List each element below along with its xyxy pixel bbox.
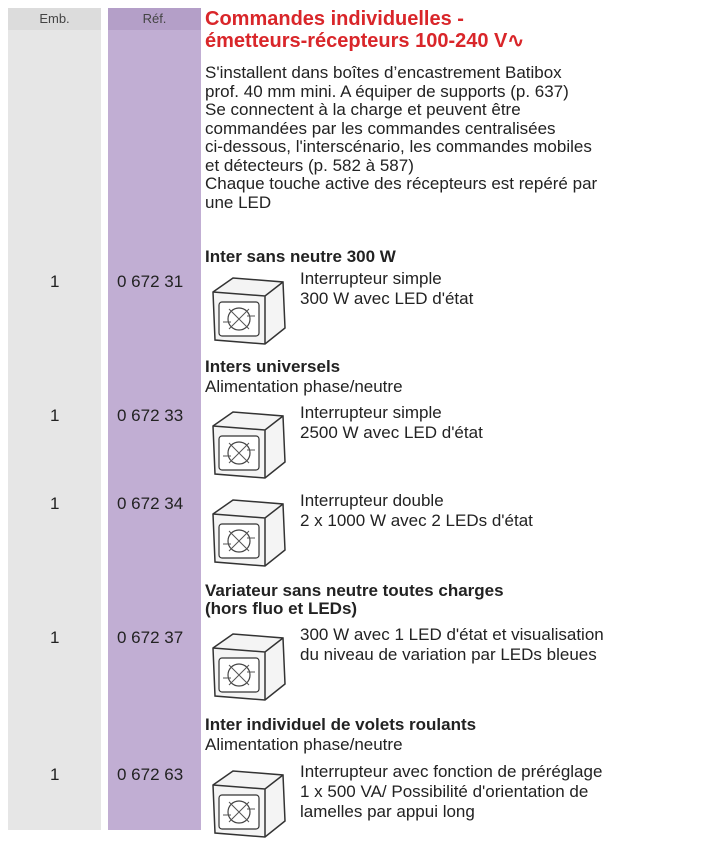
product-icon: [203, 494, 293, 572]
section-heading: Inter individuel de volets roulants: [205, 716, 476, 734]
description: lamelles par appui long: [300, 803, 475, 821]
product-icon: [203, 272, 293, 350]
description: 2500 W avec LED d'état: [300, 424, 483, 442]
description: Interrupteur simple: [300, 270, 442, 288]
title: Commandes individuelles -: [205, 8, 464, 30]
product-icon: [203, 765, 293, 843]
title: émetteurs-récepteurs 100-240 V∿: [205, 30, 524, 52]
description: 1 x 500 VA/ Possibilité d'orientation de: [300, 783, 588, 801]
emb: 1: [50, 407, 59, 425]
emb: 1: [50, 273, 59, 291]
ref: 0 672 33: [117, 407, 183, 425]
description: Interrupteur simple: [300, 404, 442, 422]
intro-line: prof. 40 mm mini. A équiper de supports …: [205, 83, 569, 101]
intro-line: Se connectent à la charge et peuvent êtr…: [205, 101, 521, 119]
description: Interrupteur double: [300, 492, 444, 510]
product-icon: [203, 406, 293, 484]
intro-line: et détecteurs (p. 582 à 587): [205, 157, 414, 175]
ref: 0 672 37: [117, 629, 183, 647]
description: 2 x 1000 W avec 2 LEDs d'état: [300, 512, 533, 530]
product-icon: [203, 628, 293, 706]
ref: 0 672 63: [117, 766, 183, 784]
description: Interrupteur avec fonction de préréglage: [300, 763, 602, 781]
intro-line: S'installent dans boîtes d’encastrement …: [205, 64, 562, 82]
intro-line: une LED: [205, 194, 271, 212]
emb: 1: [50, 766, 59, 784]
intro-line: ci-dessous, l'interscénario, les command…: [205, 138, 592, 156]
emb: 1: [50, 629, 59, 647]
emb: 1: [50, 495, 59, 513]
section-heading: (hors fluo et LEDs): [205, 600, 357, 618]
description: du niveau de variation par LEDs bleues: [300, 646, 597, 664]
section-heading: Variateur sans neutre toutes charges: [205, 582, 504, 600]
section-heading: Inters universels: [205, 358, 340, 376]
description: 300 W avec LED d'état: [300, 290, 473, 308]
intro-line: Chaque touche active des récepteurs est …: [205, 175, 597, 193]
ref-header: Réf.: [108, 8, 201, 30]
ref: 0 672 34: [117, 495, 183, 513]
ref: 0 672 31: [117, 273, 183, 291]
section-subheading: Alimentation phase/neutre: [205, 736, 403, 754]
section-heading: Inter sans neutre 300 W: [205, 248, 396, 266]
description: 300 W avec 1 LED d'état et visualisation: [300, 626, 604, 644]
page: Emb. Réf. Commandes individuelles -émett…: [0, 0, 718, 841]
emb-header: Emb.: [8, 8, 101, 30]
intro-line: commandées par les commandes centralisée…: [205, 120, 556, 138]
section-subheading: Alimentation phase/neutre: [205, 378, 403, 396]
